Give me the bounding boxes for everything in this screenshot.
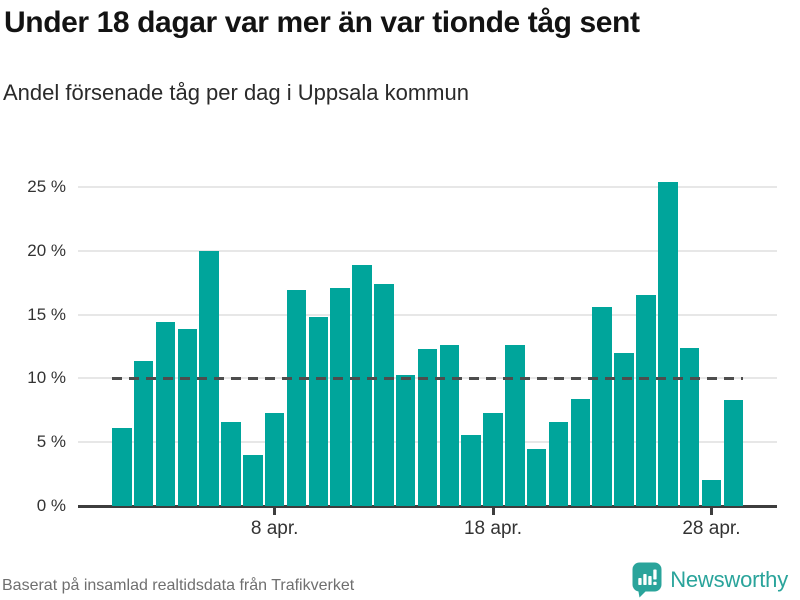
bar [505,345,525,506]
x-axis-tick-label: 8 apr. [250,518,299,539]
y-axis-tick-label: 0 % [36,496,66,515]
y-axis-tick-label: 5 % [36,432,66,452]
bar [374,283,394,506]
bar [308,317,329,506]
bar [177,328,198,506]
y-axis-tick-label: 15 % [27,304,66,324]
chart-subtitle: Andel försenade tåg per dag i Uppsala ko… [3,80,469,105]
bar [679,347,700,506]
bar [330,287,350,506]
y-axis-tick-label: 10 % [27,368,66,388]
bar [352,264,372,506]
x-axis-line [78,505,777,508]
bar [461,434,481,506]
bar [155,322,176,506]
bar [243,454,263,506]
bar [264,412,285,506]
grid-line [78,186,777,188]
page-title: Under 18 dagar var mer än var tionde tåg… [4,6,640,39]
bar [133,360,154,506]
bar [286,290,307,506]
bar [417,349,438,506]
bar-chart: 0 % 5 % 10 % 15 % 20 % 25 % 8 apr. 18 apr. 28 ap… [0,165,800,560]
newsworthy-wordmark: Newsworthy [670,567,788,592]
source-note: Baserat på insamlad realtidsdata från Tr… [2,577,355,594]
bar [658,181,678,506]
newsworthy-logo[interactable]: Newsworthy [632,562,788,598]
bar [636,295,656,506]
bar [548,421,569,506]
bar [483,412,503,506]
bar [701,480,722,506]
x-axis-tick [273,508,277,515]
grid-line [78,249,777,252]
newsworthy-bubble-chart-icon [632,562,662,598]
x-axis-tick-label: 28 apr. [682,518,741,539]
bar [614,352,634,506]
bar [439,345,460,506]
bar [221,421,241,506]
bar [723,400,744,506]
x-axis-tick [709,508,713,515]
bar [526,448,547,506]
grid-line [78,313,777,316]
bar [112,428,132,506]
reference-line-10pct [112,377,744,381]
bar [570,398,591,506]
x-axis-tick [491,508,495,515]
bar [592,306,612,506]
x-axis-tick-label: 18 apr. [463,518,523,539]
bar [395,374,416,506]
y-axis-tick-label: 20 % [27,240,66,260]
y-axis-tick-label: 25 % [27,177,66,196]
